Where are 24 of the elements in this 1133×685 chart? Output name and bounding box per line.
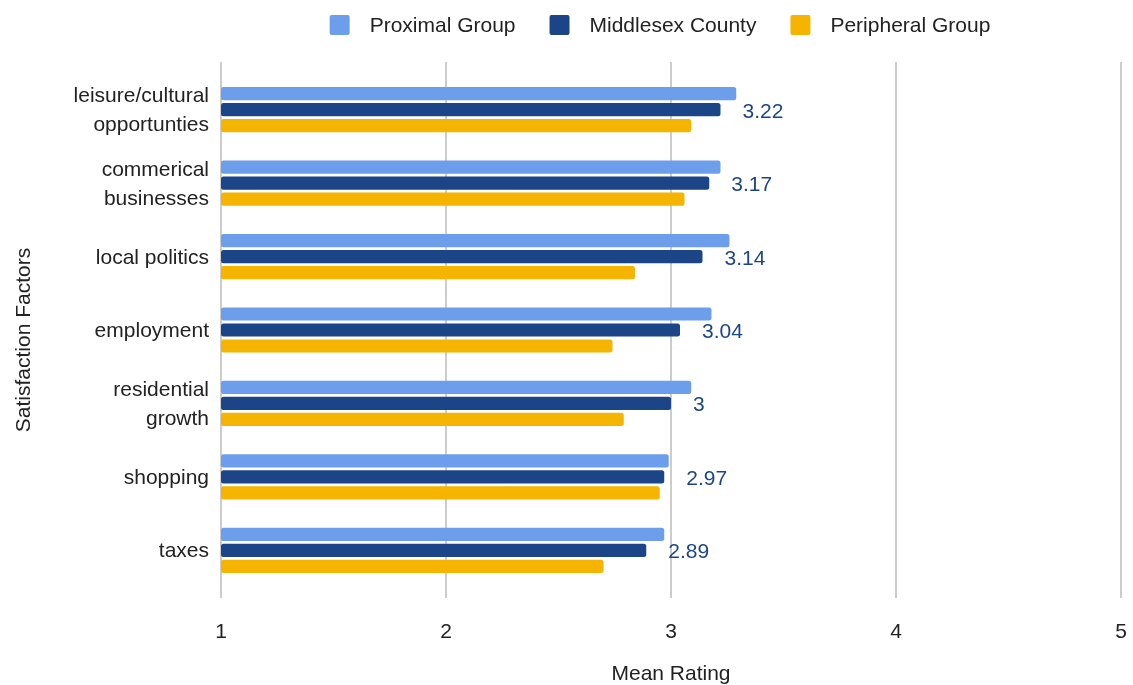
x-axis-title: Mean Rating: [611, 661, 731, 684]
data-label: 3.14: [724, 245, 766, 269]
y-tick-label: residential growth: [113, 376, 209, 429]
x-tick-label: 4: [890, 619, 903, 642]
y-tick-label: employment: [94, 318, 210, 341]
data-label: 3.22: [742, 98, 784, 122]
y-axis-title: Satisfaction Factors: [11, 247, 34, 433]
y-tick-label: local politics: [95, 244, 209, 268]
legend-label: Middlesex County: [589, 13, 757, 36]
x-tick-label: 2: [440, 619, 452, 642]
legend-label: Peripheral Group: [830, 13, 991, 36]
data-label: 3.17: [731, 172, 773, 196]
y-tick-label: leisure/cultural opportunties: [73, 83, 209, 136]
data-label: 2.97: [686, 465, 728, 489]
x-tick-label: 5: [1115, 619, 1127, 642]
y-tick-label: shopping: [123, 464, 209, 488]
x-tick-label: 3: [665, 619, 677, 642]
data-label: 3.04: [702, 319, 744, 342]
y-tick-label: commerical businesses: [101, 156, 209, 209]
data-label: 3: [693, 392, 705, 416]
y-tick-label: taxes: [158, 538, 209, 562]
data-label: 2.89: [668, 539, 710, 563]
legend-label: Proximal Group: [369, 13, 516, 36]
x-tick-label: 1: [215, 619, 227, 642]
